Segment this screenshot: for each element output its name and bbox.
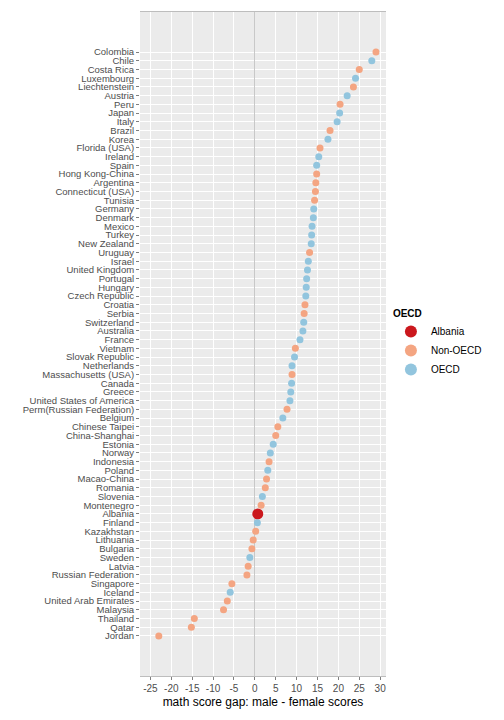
svg-text:Non-OECD: Non-OECD [431, 345, 482, 356]
svg-text:Finland: Finland [103, 517, 134, 528]
svg-text:Malaysia: Malaysia [97, 604, 135, 615]
svg-text:Albania: Albania [102, 508, 134, 519]
svg-text:Croatia: Croatia [103, 299, 134, 310]
svg-text:OECD: OECD [393, 308, 422, 319]
svg-text:Brazil: Brazil [110, 125, 134, 136]
svg-text:New Zealand: New Zealand [78, 238, 134, 249]
svg-text:Estonia: Estonia [102, 439, 134, 450]
svg-text:Mexico: Mexico [104, 221, 134, 232]
svg-text:5: 5 [273, 683, 279, 694]
svg-text:-25: -25 [143, 683, 158, 694]
svg-text:25: 25 [354, 683, 366, 694]
svg-text:Canada: Canada [101, 378, 135, 389]
svg-text:Norway: Norway [102, 447, 134, 458]
svg-text:Netherlands: Netherlands [83, 360, 134, 371]
svg-text:Costa Rica: Costa Rica [88, 64, 135, 75]
svg-text:Iceland: Iceland [103, 587, 134, 598]
svg-text:30: 30 [375, 683, 387, 694]
svg-text:France: France [105, 334, 135, 345]
svg-text:Sweden: Sweden [100, 552, 134, 563]
svg-text:15: 15 [312, 683, 324, 694]
svg-text:United Kingdom: United Kingdom [66, 264, 134, 275]
svg-text:Montenegro: Montenegro [83, 500, 134, 511]
svg-text:Turkey: Turkey [105, 229, 134, 240]
svg-text:Australia: Australia [97, 325, 135, 336]
svg-text:Florida (USA): Florida (USA) [77, 142, 135, 153]
svg-text:Portugal: Portugal [99, 273, 134, 284]
svg-text:Chinese Taipei: Chinese Taipei [72, 421, 134, 432]
svg-text:Colombia: Colombia [94, 46, 135, 57]
svg-text:Serbia: Serbia [107, 308, 135, 319]
svg-text:Denmark: Denmark [96, 212, 135, 223]
svg-text:Belgium: Belgium [100, 412, 134, 423]
svg-text:Massachusetts (USA): Massachusetts (USA) [42, 369, 134, 380]
svg-text:Qatar: Qatar [110, 622, 134, 633]
svg-text:-15: -15 [185, 683, 200, 694]
svg-text:Albania: Albania [431, 326, 465, 337]
svg-text:Austria: Austria [105, 90, 135, 101]
svg-text:Greece: Greece [103, 386, 134, 397]
svg-text:-5: -5 [230, 683, 239, 694]
svg-text:United Arab Emirates: United Arab Emirates [44, 595, 134, 606]
svg-text:Slovenia: Slovenia [98, 491, 135, 502]
svg-text:Indonesia: Indonesia [93, 456, 135, 467]
svg-text:Tunisia: Tunisia [104, 195, 135, 206]
svg-text:Vietnam: Vietnam [99, 343, 134, 354]
svg-text:Argentina: Argentina [93, 177, 134, 188]
svg-text:10: 10 [291, 683, 303, 694]
svg-text:-10: -10 [206, 683, 221, 694]
svg-text:Liechtenstein: Liechtenstein [78, 81, 134, 92]
svg-text:Macao-China: Macao-China [78, 473, 135, 484]
svg-text:Lithuania: Lithuania [96, 534, 135, 545]
svg-text:Chile: Chile [112, 55, 134, 66]
svg-text:China-Shanghai: China-Shanghai [66, 430, 134, 441]
svg-text:math score gap: male - female: math score gap: male - female scores [163, 695, 364, 709]
svg-text:Slovak Republic: Slovak Republic [66, 351, 134, 362]
svg-text:-20: -20 [164, 683, 179, 694]
svg-text:Uruguay: Uruguay [98, 247, 134, 258]
svg-text:Kazakhstan: Kazakhstan [84, 526, 134, 537]
svg-text:Hungary: Hungary [98, 282, 134, 293]
svg-text:20: 20 [333, 683, 345, 694]
svg-text:Japan: Japan [108, 107, 134, 118]
svg-text:Luxembourg: Luxembourg [81, 73, 134, 84]
svg-text:Peru: Peru [114, 99, 134, 110]
svg-text:Thailand: Thailand [98, 613, 134, 624]
svg-text:Russian Federation: Russian Federation [52, 569, 134, 580]
svg-text:Ireland: Ireland [105, 151, 134, 162]
svg-text:Poland: Poland [105, 465, 135, 476]
svg-text:Spain: Spain [110, 160, 134, 171]
svg-text:Singapore: Singapore [91, 578, 134, 589]
svg-text:Bulgaria: Bulgaria [99, 543, 135, 554]
svg-text:Jordan: Jordan [105, 630, 134, 641]
svg-text:Israel: Israel [111, 256, 134, 267]
svg-text:OECD: OECD [431, 364, 460, 375]
svg-text:Connecticut (USA): Connecticut (USA) [55, 186, 134, 197]
svg-text:Latvia: Latvia [109, 561, 135, 572]
svg-text:Romania: Romania [96, 482, 135, 493]
svg-text:United States of America: United States of America [30, 395, 135, 406]
svg-text:Hong Kong-China: Hong Kong-China [59, 168, 135, 179]
svg-text:Italy: Italy [117, 116, 135, 127]
svg-text:Czech Republic: Czech Republic [68, 290, 135, 301]
svg-text:Korea: Korea [109, 134, 135, 145]
svg-text:Switzerland: Switzerland [85, 317, 134, 328]
svg-text:Perm(Russian Federation): Perm(Russian Federation) [23, 404, 134, 415]
svg-text:Germany: Germany [95, 203, 134, 214]
svg-text:0: 0 [252, 683, 258, 694]
